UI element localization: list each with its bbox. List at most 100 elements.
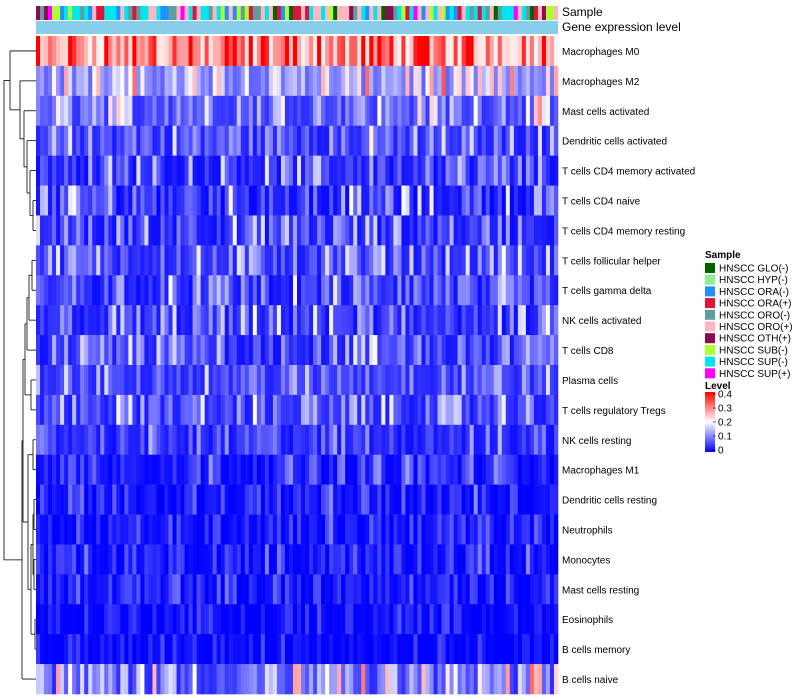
- heatmap-cell: [272, 305, 278, 336]
- heatmap-cell: [333, 215, 338, 246]
- heatmap-cell: [256, 544, 262, 575]
- heatmap-cell: [437, 574, 442, 605]
- heatmap-cell: [244, 424, 250, 456]
- heatmap-cell: [252, 125, 258, 156]
- heatmap-cell: [425, 335, 430, 366]
- heatmap-cell: [537, 275, 543, 306]
- heatmap-cell: [489, 335, 495, 366]
- heatmap-cell: [264, 514, 270, 545]
- heatmap-cell: [144, 155, 149, 186]
- heatmap-cell: [445, 155, 450, 186]
- heatmap-cell: [349, 604, 354, 635]
- heatmap-cell: [200, 664, 205, 695]
- heatmap-cell: [180, 215, 185, 246]
- heatmap-cell: [240, 514, 246, 545]
- heatmap-cell: [256, 155, 262, 186]
- heatmap-cell: [453, 454, 458, 485]
- heatmap-cell: [232, 484, 238, 515]
- heatmap-cell: [68, 574, 73, 605]
- sample-legend-label: HNSCC ORO(+): [719, 322, 793, 333]
- heatmap-cell: [485, 365, 491, 396]
- heatmap-cell: [168, 65, 173, 97]
- sample-cell: [525, 6, 531, 20]
- heatmap-cell: [120, 664, 125, 695]
- heatmap-cell: [361, 95, 366, 127]
- heatmap-cell: [116, 394, 121, 426]
- sample-cell: [240, 6, 246, 20]
- heatmap-cell: [373, 604, 378, 635]
- heatmap-cell: [473, 365, 478, 396]
- heatmap-cell: [248, 275, 254, 306]
- heatmap-cell: [164, 275, 169, 306]
- heatmap-cell: [385, 36, 390, 67]
- heatmap-cell: [144, 634, 149, 665]
- row-label: B cells memory: [562, 645, 630, 656]
- heatmap-cell: [68, 424, 73, 456]
- heatmap-cell: [369, 604, 374, 635]
- heatmap-cell: [357, 365, 362, 396]
- heatmap-cell: [288, 185, 294, 216]
- heatmap-cell: [212, 335, 217, 366]
- heatmap-cell: [553, 664, 559, 695]
- heatmap-cell: [317, 155, 322, 186]
- heatmap-cell: [493, 335, 499, 366]
- heatmap-cell: [345, 305, 350, 336]
- heatmap-cell: [240, 604, 246, 635]
- heatmap-cell: [369, 95, 374, 127]
- heatmap-cell: [112, 95, 117, 127]
- heatmap-cell: [152, 454, 157, 485]
- sample-legend-title: Sample: [705, 250, 741, 261]
- heatmap-cell: [44, 454, 49, 485]
- heatmap-cell: [377, 604, 382, 635]
- heatmap-cell: [68, 305, 73, 336]
- heatmap-cell: [216, 36, 222, 67]
- heatmap-cell: [160, 36, 165, 67]
- heatmap-cell: [104, 335, 109, 366]
- heatmap-cell: [240, 335, 246, 366]
- heatmap-cell: [204, 305, 209, 336]
- heatmap-cell: [244, 394, 250, 426]
- heatmap-cell: [333, 394, 338, 426]
- heatmap-cell: [477, 484, 483, 515]
- heatmap-cell: [280, 95, 286, 127]
- heatmap-cell: [345, 185, 350, 216]
- heatmap-cell: [517, 305, 523, 336]
- heatmap-cell: [216, 65, 222, 97]
- heatmap-cell: [505, 664, 511, 695]
- heatmap-cell: [160, 664, 165, 695]
- heatmap-cell: [513, 424, 519, 456]
- heatmap-cell: [36, 215, 41, 246]
- heatmap-cell: [48, 394, 53, 426]
- heatmap-cell: [212, 65, 217, 97]
- heatmap-cell: [533, 155, 539, 186]
- heatmap-cell: [517, 454, 523, 485]
- heatmap-cell: [369, 185, 374, 216]
- sample-cell: [401, 6, 406, 20]
- heatmap-cell: [365, 335, 370, 366]
- heatmap-cell: [268, 305, 274, 336]
- heatmap-cell: [553, 36, 559, 67]
- heatmap-cell: [68, 365, 73, 396]
- heatmap-cell: [517, 664, 523, 695]
- heatmap-cell: [152, 634, 157, 665]
- heatmap-cell: [473, 95, 478, 127]
- sample-cell: [521, 6, 527, 20]
- heatmap-cell: [425, 245, 430, 276]
- row-label: T cells follicular helper: [562, 256, 661, 267]
- heatmap-cell: [100, 36, 105, 67]
- heatmap-cell: [244, 544, 250, 575]
- heatmap-cell: [292, 514, 298, 545]
- heatmap-cell: [545, 394, 551, 426]
- heatmap-cell: [513, 65, 519, 97]
- heatmap-cell: [313, 664, 318, 695]
- heatmap-cell: [541, 155, 547, 186]
- heatmap-cell: [317, 245, 322, 276]
- heatmap-cell: [437, 365, 442, 396]
- heatmap-cell: [437, 335, 442, 366]
- heatmap-cell: [373, 335, 378, 366]
- heatmap-cell: [68, 185, 73, 216]
- heatmap-cell: [325, 36, 330, 67]
- heatmap-cell: [433, 155, 438, 186]
- heatmap-cell: [60, 305, 65, 336]
- heatmap-cell: [268, 454, 274, 485]
